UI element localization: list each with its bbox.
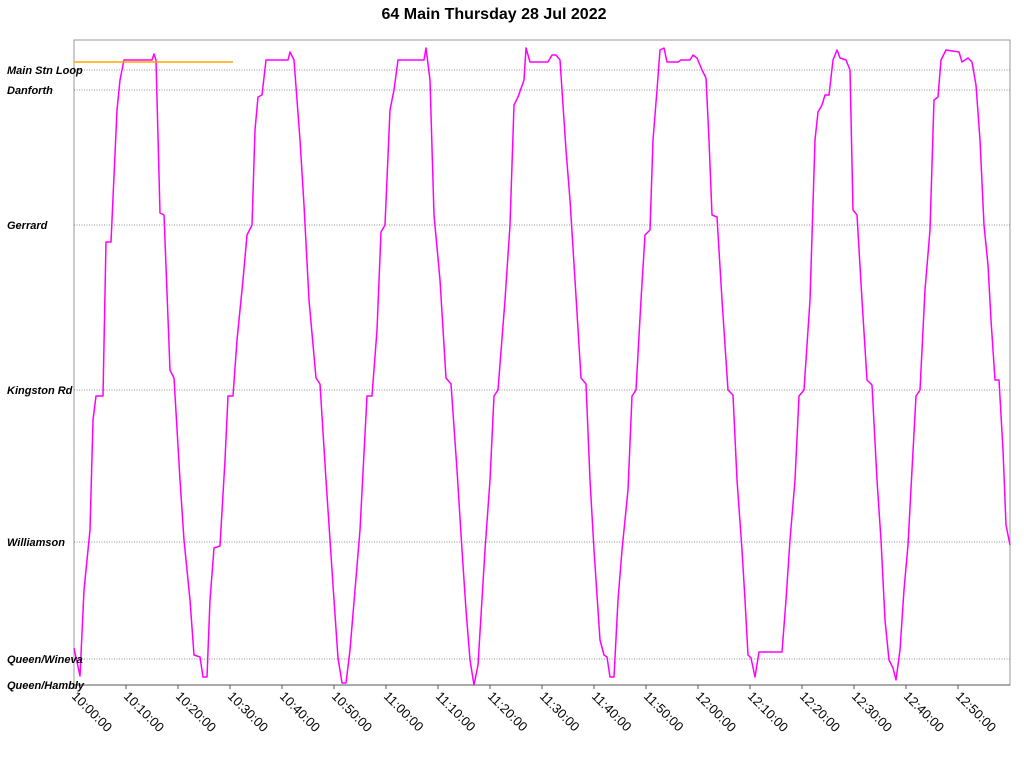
- x-tick-label: 11:40:00: [589, 689, 635, 735]
- x-tick-label: 12:40:00: [901, 689, 947, 735]
- plot-frame: [73, 39, 1011, 686]
- stop-label-kingston-rd: Kingston Rd: [7, 385, 73, 397]
- x-tick-label: 10:00:00: [69, 689, 115, 735]
- x-tick-label: 10:30:00: [225, 689, 271, 735]
- stop-labels: Main Stn Loop Danforth Gerrard Kingston Rd W…: [7, 65, 85, 692]
- series-group: [73, 47, 1011, 686]
- stop-label-queen-wineva: Queen/Wineva: [7, 654, 83, 666]
- plot-frame-group: [73, 39, 1011, 686]
- stop-label-williamson: Williamson: [7, 537, 65, 549]
- x-tick-label: 12:00:00: [693, 689, 739, 735]
- x-tick-label: 12:10:00: [745, 689, 791, 735]
- x-tick-label: 10:50:00: [329, 689, 375, 735]
- stop-label-queen-hambly: Queen/Hambly: [7, 680, 85, 692]
- x-tick-label: 11:10:00: [433, 689, 479, 735]
- x-tick-label: 12:20:00: [797, 689, 843, 735]
- x-tick-label: 11:20:00: [485, 689, 531, 735]
- stop-label-main-stn-loop: Main Stn Loop: [7, 65, 83, 77]
- chart-title: 64 Main Thursday 28 Jul 2022: [381, 6, 607, 23]
- x-tick-label: 10:20:00: [173, 689, 219, 735]
- x-tick-label: 11:30:00: [537, 689, 583, 735]
- x-tick-labels: 10:00:00 10:10:00 10:20:00 10:30:00 10:40:00…: [69, 689, 999, 735]
- stop-label-danforth: Danforth: [7, 85, 53, 97]
- x-tick-label: 10:10:00: [121, 689, 167, 735]
- trip-line-1: [73, 47, 1011, 686]
- x-tick-label: 12:50:00: [953, 689, 999, 735]
- x-tick-label: 11:00:00: [381, 689, 427, 735]
- x-tick-label: 12:30:00: [849, 689, 895, 735]
- x-tick-label: 10:40:00: [277, 689, 323, 735]
- stop-label-gerrard: Gerrard: [7, 220, 48, 232]
- x-tick-label: 11:50:00: [641, 689, 687, 735]
- x-axis: [73, 684, 1010, 689]
